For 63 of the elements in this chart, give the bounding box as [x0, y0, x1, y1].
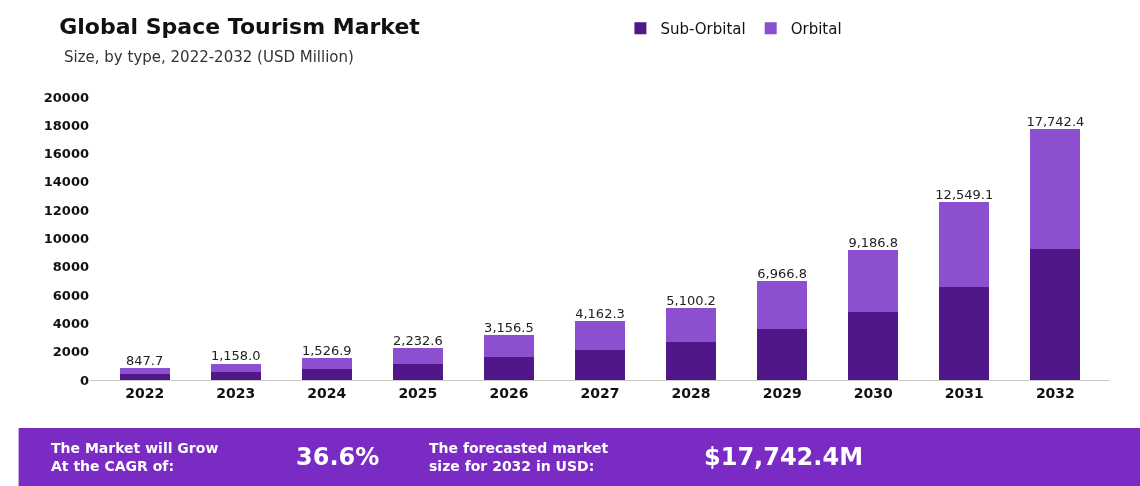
- x-tick-label: 2022: [125, 384, 165, 401]
- bar: [666, 342, 717, 380]
- bar: [119, 368, 170, 375]
- total-label: 5,100.2: [666, 292, 716, 308]
- y-tick-label: 20000: [43, 89, 89, 105]
- total-label: 9,186.8: [848, 234, 899, 250]
- x-tick-label: 2029: [762, 384, 802, 401]
- total-label: 3,156.5: [484, 320, 534, 336]
- bar: [210, 363, 261, 372]
- total-label: 12,549.1: [935, 187, 994, 203]
- total-label: 1,158.0: [210, 348, 261, 364]
- x-tick-label: 2030: [853, 384, 893, 401]
- bar: [301, 369, 352, 380]
- x-tick-label: 2027: [580, 384, 620, 401]
- total-label: 17,742.4: [1026, 113, 1085, 129]
- total-label: 1,526.9: [301, 343, 352, 359]
- bar: [392, 364, 443, 380]
- bar: [574, 349, 626, 380]
- bar: [301, 358, 352, 370]
- y-tick-label: 12000: [43, 202, 89, 218]
- bar: [483, 335, 534, 357]
- bar: [483, 356, 534, 380]
- chart-title: Global Space Tourism Market: [59, 14, 421, 40]
- bar: [666, 307, 717, 343]
- text: 36.6%: [296, 443, 380, 471]
- total-label: 6,966.8: [757, 266, 807, 282]
- x-tick-label: 2028: [671, 384, 711, 401]
- y-tick-label: 6000: [52, 287, 89, 303]
- bar: [757, 329, 808, 380]
- bar: [1030, 128, 1081, 249]
- bar: [574, 321, 626, 350]
- chart-subtitle: Size, by type, 2022-2032 (USD Million): [64, 48, 354, 66]
- total-label: 847.7: [126, 352, 164, 368]
- bar: [1030, 248, 1081, 380]
- bar: [757, 281, 808, 330]
- y-tick-label: 14000: [43, 174, 89, 190]
- y-tick-label: 0: [79, 372, 89, 388]
- text: The forecasted market size for 2032 in USD:: [429, 440, 609, 475]
- legend-label: Sub-Orbital: [660, 20, 746, 39]
- x-tick-label: 2023: [216, 384, 256, 401]
- x-tick-label: 2024: [307, 384, 347, 401]
- bar: [848, 311, 899, 380]
- y-tick-label: 10000: [43, 231, 89, 247]
- x-tick-label: 2025: [398, 384, 438, 401]
- bar: [119, 374, 170, 380]
- x-tick-label: 2031: [944, 384, 984, 401]
- y-tick-label: 4000: [52, 315, 89, 331]
- x-tick-label: 2026: [489, 384, 529, 401]
- legend-label: Orbital: [790, 20, 842, 39]
- bar: [848, 250, 899, 312]
- y-tick-label: 2000: [52, 344, 89, 360]
- y-tick-label: 8000: [52, 259, 89, 275]
- total-label: 2,232.6: [393, 333, 443, 349]
- x-tick-label: 2032: [1035, 384, 1075, 401]
- text: $17,742.4M: [704, 443, 864, 471]
- total-label: 4,162.3: [575, 305, 625, 321]
- bar: [392, 348, 443, 365]
- y-tick-label: 16000: [43, 146, 89, 162]
- y-tick-label: 18000: [43, 117, 89, 133]
- text: The Market will Grow At the CAGR of:: [51, 440, 219, 475]
- bar: [939, 286, 990, 380]
- bar: [210, 371, 261, 380]
- bar: [939, 202, 990, 287]
